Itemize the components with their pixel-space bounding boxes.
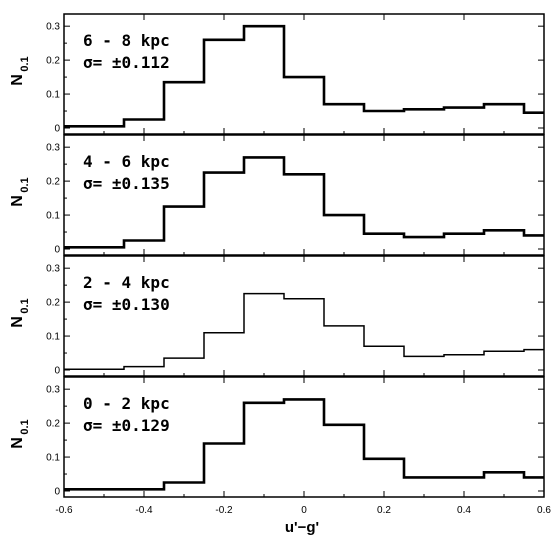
panel-distance-label: 4 - 6 kpc [83,152,170,171]
panel-sigma-label: σ= ±0.129 [83,416,170,435]
y-tick-label: 0.1 [46,453,60,464]
y-tick-label: 0.3 [46,385,60,396]
y-axis-title: N 0.1 [9,298,31,327]
panel-2: 0 0.1 0.2 0.3 N 0.1 4 - 6 kpc σ= ±0.135 [9,134,545,256]
x-tick-label: 0 [301,505,307,516]
y-tick-label: 0.2 [46,419,60,430]
x-tick-label: -0.4 [135,505,153,516]
y-tick-label: 0 [54,245,60,256]
y-tick-label: 0.2 [46,298,60,309]
y-axis-title-subscript: 0.1 [19,298,31,313]
histogram-line [64,398,544,491]
panel-3: 0 0.1 0.2 0.3 N 0.1 2 - 4 kpc σ= ±0.130 [9,255,545,377]
x-axis: -0.6 -0.4 -0.2 0 0.2 0.4 0.6 u'−g' [55,505,551,536]
x-tick-label: -0.2 [215,505,233,516]
y-axis-title: N 0.1 [9,56,31,85]
y-tick-label: 0 [54,487,60,498]
y-tick-label: 0.2 [46,56,60,67]
x-tick-label: 0.6 [537,505,551,516]
y-tick-label: 0 [54,366,60,377]
histogram-line [64,156,544,249]
y-tick-label: 0.3 [46,143,60,154]
panel-sigma-label: σ= ±0.135 [83,174,170,193]
x-tick-label: -0.6 [55,505,73,516]
y-tick-label: 0.3 [46,264,60,275]
x-tick-label: 0.4 [457,505,471,516]
y-tick-label: 0 [54,124,60,135]
y-axis-title-main: N [9,195,26,207]
panel-sigma-label: σ= ±0.130 [83,295,170,314]
y-axis-title: N 0.1 [9,419,31,448]
y-axis-title-main: N [9,316,26,328]
y-axis-title-main: N [9,437,26,449]
histogram-line [64,24,544,128]
panel-distance-label: 0 - 2 kpc [83,394,170,413]
x-axis-title: u'−g' [285,519,319,536]
panel-distance-label: 2 - 4 kpc [83,273,170,292]
y-tick-label: 0.1 [46,90,60,101]
y-tick-label: 0.1 [46,211,60,222]
panel-sigma-label: σ= ±0.112 [83,53,170,72]
y-tick-label: 0.1 [46,332,60,343]
y-axis-title: N 0.1 [9,177,31,206]
panel-4: 0 0.1 0.2 0.3 N 0.1 0 - 2 kpc σ= ±0.129 [9,376,545,498]
x-tick-label: 0.2 [377,505,391,516]
y-tick-label: 0.2 [46,177,60,188]
y-axis-title-subscript: 0.1 [19,177,31,192]
histogram-line [64,292,544,371]
panel-distance-label: 6 - 8 kpc [83,31,170,50]
y-axis-title-subscript: 0.1 [19,56,31,71]
panel-1: 0 0.1 0.2 0.3 N 0.1 6 - 8 kpc σ= ±0.112 [9,13,545,135]
y-tick-label: 0.3 [46,22,60,33]
x-tick-labels: -0.6 -0.4 -0.2 0 0.2 0.4 0.6 [55,505,551,516]
y-axis-title-main: N [9,74,26,86]
y-axis-title-subscript: 0.1 [19,419,31,434]
